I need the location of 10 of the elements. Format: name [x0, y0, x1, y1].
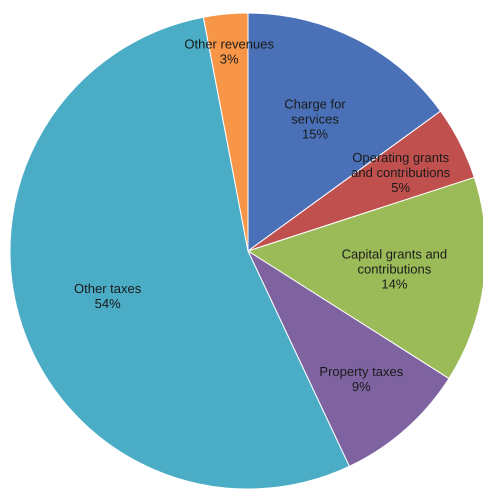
data-label: 15%	[302, 126, 328, 142]
data-label: 9%	[352, 379, 372, 394]
slice-label: Other taxes	[74, 281, 142, 296]
data-label: 54%	[94, 296, 122, 312]
data-label: 5%	[391, 180, 411, 196]
slice-label: Property taxes	[319, 364, 404, 380]
slice-label: Charge for services	[284, 96, 346, 127]
data-label: 14%	[381, 276, 408, 292]
data-label: 3%	[220, 51, 240, 66]
slice-label: Capital grants and contributions	[342, 246, 448, 276]
